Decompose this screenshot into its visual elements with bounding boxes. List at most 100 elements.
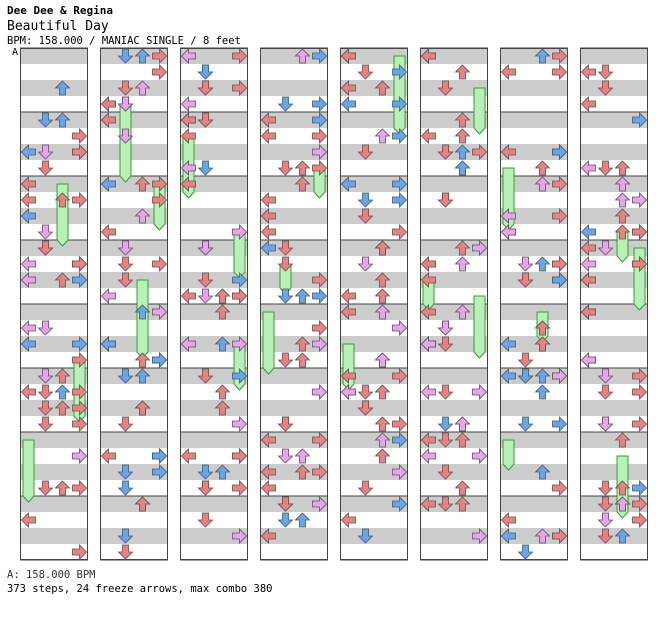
beat-stripe — [420, 400, 488, 416]
step-arrow-right — [72, 352, 88, 368]
beat-stripe — [260, 368, 328, 384]
beat-stripe — [500, 496, 568, 512]
step-arrow-right — [72, 544, 88, 560]
step-arrow-left — [180, 128, 196, 144]
beat-stripe — [340, 112, 408, 128]
step-arrow-right — [152, 352, 168, 368]
step-arrow-right — [72, 272, 88, 288]
step-arrow-right — [312, 464, 328, 480]
beat-stripe — [20, 400, 88, 416]
step-arrow-right — [392, 224, 408, 240]
step-arrow-down — [437, 80, 454, 96]
beat-stripe — [20, 336, 88, 352]
step-arrow-down — [597, 512, 614, 528]
step-arrow-down — [517, 544, 534, 560]
beat-stripe — [580, 48, 648, 64]
step-arrow-down — [117, 256, 134, 272]
beat-stripe — [180, 400, 248, 416]
step-arrow-up — [214, 336, 231, 352]
step-arrow-left — [260, 192, 276, 208]
step-arrow-up — [134, 400, 151, 416]
step-arrow-down — [357, 400, 374, 416]
step-arrow-right — [152, 48, 168, 64]
step-arrow-left — [500, 144, 516, 160]
step-arrow-right — [632, 496, 648, 512]
step-arrow-left — [20, 256, 36, 272]
step-arrow-right — [152, 448, 168, 464]
step-arrow-left — [420, 48, 436, 64]
step-arrow-down — [437, 384, 454, 400]
step-arrow-up — [454, 144, 471, 160]
step-arrow-right — [152, 256, 168, 272]
step-arrow-down — [197, 112, 214, 128]
step-arrow-right — [632, 224, 648, 240]
step-arrow-down — [437, 416, 454, 432]
step-arrow-up — [134, 208, 151, 224]
beat-stripe — [340, 240, 408, 256]
step-arrow-up — [454, 160, 471, 176]
beat-stripe — [260, 112, 328, 128]
beat-stripe — [420, 304, 488, 320]
step-arrow-down — [117, 48, 134, 64]
beat-stripe — [580, 208, 648, 224]
step-arrow-up — [134, 496, 151, 512]
step-arrow-right — [552, 144, 568, 160]
step-arrow-left — [580, 224, 596, 240]
step-arrow-down — [277, 448, 294, 464]
step-arrow-left — [420, 336, 436, 352]
step-arrow-up — [134, 176, 151, 192]
beat-stripe — [100, 176, 168, 192]
beat-stripe — [20, 464, 88, 480]
step-arrow-up — [134, 368, 151, 384]
beat-stripe — [420, 272, 488, 288]
step-arrow-up — [614, 160, 631, 176]
step-arrow-down — [37, 144, 54, 160]
step-arrow-up — [454, 64, 471, 80]
step-arrow-down — [37, 368, 54, 384]
step-arrow-up — [374, 272, 391, 288]
step-arrow-down — [597, 480, 614, 496]
step-arrow-right — [552, 528, 568, 544]
step-arrow-left — [340, 304, 356, 320]
step-arrow-up — [534, 368, 551, 384]
step-arrow-left — [100, 336, 116, 352]
step-arrow-right — [632, 192, 648, 208]
step-arrow-down — [597, 496, 614, 512]
step-arrow-right — [392, 128, 408, 144]
step-arrow-up — [374, 240, 391, 256]
beat-stripe — [100, 400, 168, 416]
step-arrow-left — [580, 272, 596, 288]
step-arrow-left — [180, 96, 196, 112]
step-arrow-right — [72, 448, 88, 464]
beat-stripe — [180, 272, 248, 288]
step-arrow-right — [232, 288, 248, 304]
step-arrow-right — [232, 528, 248, 544]
step-arrow-down — [37, 224, 54, 240]
step-arrow-up — [614, 224, 631, 240]
step-arrow-up — [374, 128, 391, 144]
step-arrow-right — [232, 48, 248, 64]
step-arrow-up — [294, 336, 311, 352]
beat-stripe — [580, 496, 648, 512]
beat-stripe — [180, 144, 248, 160]
step-arrow-down — [277, 416, 294, 432]
step-arrow-down — [437, 496, 454, 512]
step-arrow-up — [454, 496, 471, 512]
step-arrow-right — [552, 416, 568, 432]
chart-column — [340, 47, 408, 561]
step-arrow-right — [632, 480, 648, 496]
step-arrow-right — [72, 416, 88, 432]
step-arrow-left — [340, 512, 356, 528]
step-arrow-left — [180, 448, 196, 464]
beat-stripe — [420, 432, 488, 448]
beat-stripe — [340, 464, 408, 480]
beat-stripe — [420, 176, 488, 192]
step-arrow-down — [357, 480, 374, 496]
step-arrow-up — [134, 48, 151, 64]
column-border — [20, 48, 88, 560]
step-arrow-right — [232, 448, 248, 464]
step-arrow-up — [614, 192, 631, 208]
chart-column — [420, 47, 488, 561]
step-arrow-up — [374, 432, 391, 448]
step-arrow-up — [214, 384, 231, 400]
